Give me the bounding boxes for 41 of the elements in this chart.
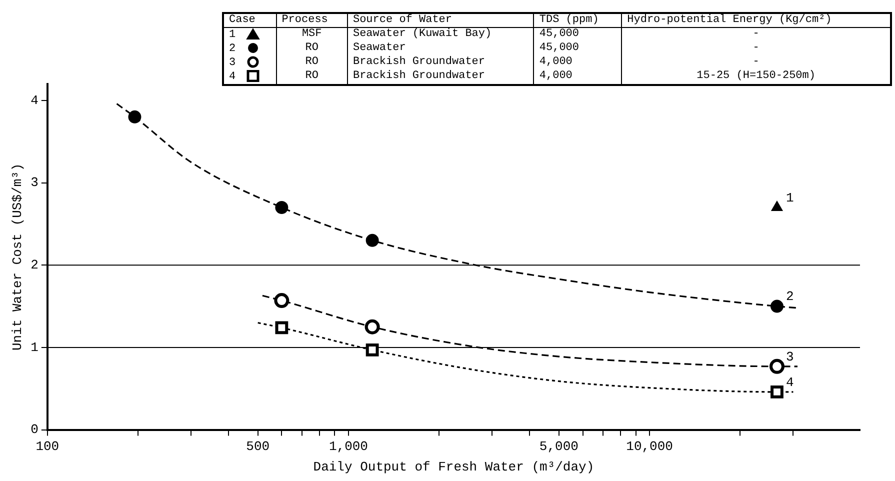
text: RO [305,42,318,54]
legend-label: 1 [223,28,276,42]
x-tick-label: 100 [36,439,60,454]
text: Brackish Groundwater [352,56,486,68]
text: Seawater [352,42,406,54]
source-note: Source of Water [347,13,534,28]
text: 3 [786,349,794,364]
x-axis-title: Daily Output of Fresh Water (m³/day) [313,460,594,475]
y-tick-label: 0 [30,422,38,438]
text: Brackish Groundwater [352,70,486,82]
text: Case [229,14,256,26]
text: RO [305,56,318,68]
x-tick-label: 500 [246,439,270,454]
y-tick-label: 3 [30,175,38,190]
x-tick-label: 5,000 [539,439,578,454]
text: 4,000 [539,70,572,82]
text: Seawater (Kuwait Bay) [352,28,492,40]
y-tick-label: 1 [30,340,39,355]
text: - [752,28,760,40]
text: RO [305,70,318,82]
text: 4 [786,374,794,390]
text: Process [282,14,328,26]
text: 2 [786,289,794,304]
text: 4,000 [539,56,572,68]
y-tick-label: 2 [30,258,38,273]
x-tick-label: 10,000 [626,439,673,454]
text: - [752,42,760,54]
legend-label: 4 [223,70,276,85]
y-axis-title: Unit Water Cost (US$/m³) [10,163,26,351]
text: TDS (ppm) [539,14,599,26]
text: Hydro-potential Energy (Kg/cm²) [627,14,832,26]
text: - [752,56,760,68]
text: 1 [786,190,794,206]
x-tick-label: 1,000 [328,439,368,454]
legend-label: 3 [223,56,276,70]
text: 45,000 [539,28,580,40]
y-tick-label: 4 [30,92,39,108]
text: 45,000 [539,42,580,54]
text: 15-25 (H=150-250m) [696,70,816,82]
legend-label: 2 [223,42,276,56]
text: MSF [302,28,322,40]
